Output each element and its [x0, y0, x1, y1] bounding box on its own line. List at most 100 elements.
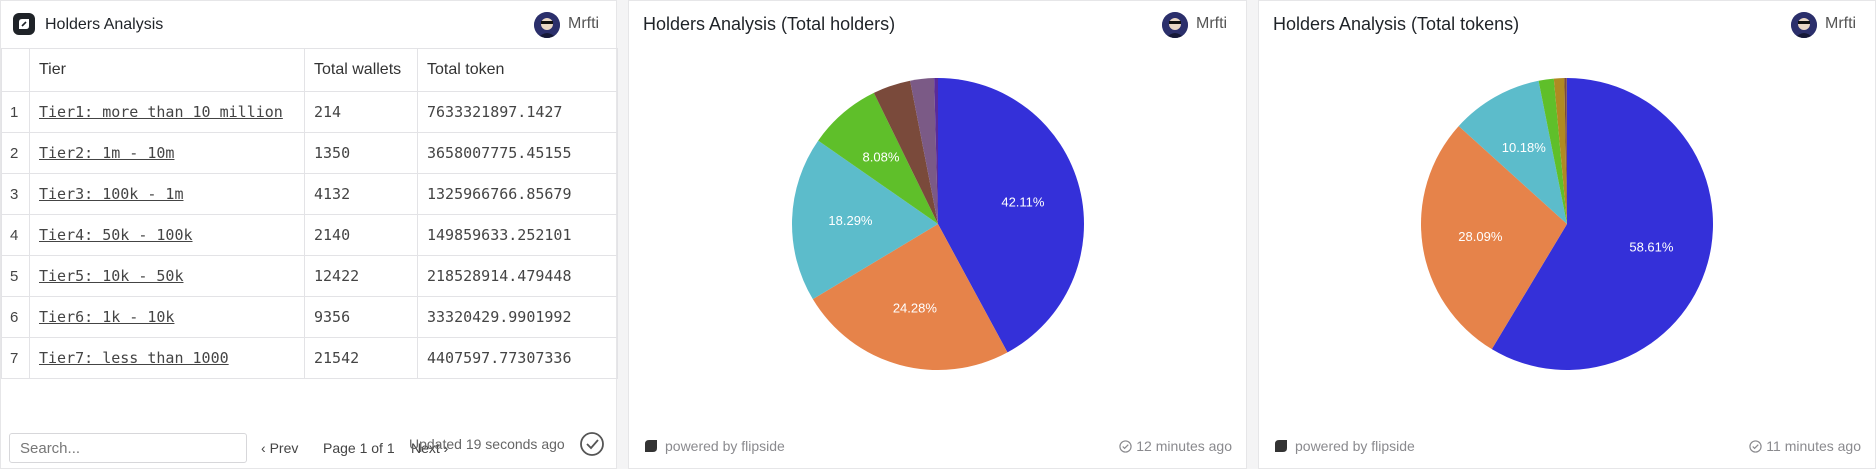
powered-by-label: powered by flipside [1295, 438, 1415, 454]
tokens-cell: 33320429.9901992 [417, 296, 618, 338]
user-avatar[interactable] [1791, 12, 1817, 38]
flipside-logo-icon [645, 440, 657, 452]
slice-label: 10.18% [1502, 140, 1547, 155]
total-tokens-card: Holders Analysis (Total tokens) Mrfti 58… [1258, 0, 1876, 469]
holders-table-card: Holders Analysis Mrfti Tier Total wallet… [0, 0, 618, 469]
flipside-logo-icon [13, 13, 35, 35]
slice-label: 28.09% [1458, 229, 1503, 244]
tier-link[interactable]: Tier3: 100k - 1m [39, 185, 184, 203]
table-row: 1 Tier1: more than 10 million 214 763332… [1, 91, 618, 133]
card-header: Holders Analysis Mrfti [1, 1, 616, 47]
tier-link[interactable]: Tier6: 1k - 10k [39, 308, 175, 326]
wallets-cell: 4132 [304, 173, 418, 215]
card-title: Holders Analysis (Total tokens) [1273, 14, 1520, 34]
card-title: Holders Analysis (Total holders) [643, 14, 896, 34]
card-title: Holders Analysis [45, 16, 164, 33]
pie-slice[interactable] [1553, 78, 1567, 225]
row-index: 5 [1, 255, 30, 297]
tokens-cell: 1325966766.85679 [417, 173, 618, 215]
tokens-cell: 149859633.252101 [417, 214, 618, 256]
pie-slice[interactable] [934, 78, 938, 224]
chevron-right-icon: › [439, 440, 449, 456]
pie-slice[interactable] [1421, 126, 1567, 350]
pie-slice[interactable] [873, 80, 938, 224]
pie-slice[interactable] [1564, 78, 1567, 224]
pie-slice[interactable] [1458, 80, 1567, 224]
slice-label: 18.29% [828, 213, 873, 228]
table-row: 7 Tier7: less than 1000 21542 4407597.77… [1, 337, 618, 379]
wallets-cell: 21542 [304, 337, 418, 379]
tokens-cell: 7633321897.1427 [417, 91, 618, 133]
wallets-cell: 2140 [304, 214, 418, 256]
pie-slice[interactable] [812, 224, 1008, 370]
tier-link[interactable]: Tier1: more than 10 million [39, 103, 283, 121]
prev-label: Prev [269, 440, 299, 456]
tier-link[interactable]: Tier5: 10k - 50k [39, 267, 184, 285]
row-index: 7 [1, 337, 30, 379]
tokens-cell: 4407597.77307336 [417, 337, 618, 379]
total-holders-card: Holders Analysis (Total holders) Mrfti 4… [628, 0, 1247, 469]
slice-label: 24.28% [893, 300, 938, 315]
pie-slice[interactable] [1491, 78, 1713, 371]
card-footer: powered by flipside 12 minutes ago [629, 428, 1246, 468]
username[interactable]: Mrfti [568, 15, 600, 32]
prev-button[interactable]: ‹ Prev [261, 440, 298, 456]
holders-table: Tier Total wallets Total token 1 Tier1: … [1, 48, 618, 379]
next-label: Next [411, 440, 440, 456]
card-header: Holders Analysis (Total tokens) Mrfti [1259, 1, 1875, 47]
updated-status: Updated 19 seconds ago [409, 436, 565, 452]
flipside-logo-icon [1275, 440, 1287, 452]
column-header-tier[interactable]: Tier [29, 48, 305, 92]
holders-pie-chart: 42.11% 24.28% 18.29% 8.08% [792, 78, 1084, 370]
username[interactable]: Mrfti [1825, 15, 1857, 32]
tier-link[interactable]: Tier7: less than 1000 [39, 349, 229, 367]
index-header [1, 48, 30, 92]
wallets-cell: 214 [304, 91, 418, 133]
tokens-cell: 3658007775.45155 [417, 132, 618, 174]
table-row: 5 Tier5: 10k - 50k 12422 218528914.47944… [1, 255, 618, 297]
slice-label: 42.11% [1001, 195, 1045, 210]
table-header-row: Tier Total wallets Total token [1, 48, 618, 92]
card-header: Holders Analysis (Total holders) Mrfti [629, 1, 1246, 47]
updated-ago-label: 12 minutes ago [1136, 438, 1232, 454]
table-row: 2 Tier2: 1m - 10m 1350 3658007775.45155 [1, 132, 618, 174]
table-row: 4 Tier4: 50k - 100k 2140 149859633.25210… [1, 214, 618, 256]
row-index: 4 [1, 214, 30, 256]
search-input[interactable] [9, 433, 247, 463]
next-button[interactable]: Next › [411, 440, 448, 456]
column-header-total-token[interactable]: Total token [417, 48, 618, 92]
slice-label: 58.61% [1629, 239, 1674, 254]
row-index: 2 [1, 132, 30, 174]
pie-slice[interactable] [938, 78, 1084, 353]
powered-by[interactable]: powered by flipside [1273, 438, 1415, 454]
powered-by[interactable]: powered by flipside [643, 438, 785, 454]
pie-slice[interactable] [1538, 78, 1567, 224]
user-avatar[interactable] [534, 12, 560, 38]
check-circle-icon [1119, 439, 1132, 453]
row-index: 3 [1, 173, 30, 215]
tier-link[interactable]: Tier4: 50k - 100k [39, 226, 193, 244]
slice-label: 8.08% [863, 149, 900, 164]
wallets-cell: 12422 [304, 255, 418, 297]
user-avatar[interactable] [1162, 12, 1188, 38]
card-footer: powered by flipside 11 minutes ago [1259, 428, 1875, 468]
updated-ago: 12 minutes ago [1119, 438, 1232, 454]
table-footer: ‹ Prev Page 1 of 1 Next › Updated 19 sec… [1, 428, 616, 468]
refresh-check-icon[interactable] [578, 430, 606, 458]
username[interactable]: Mrfti [1196, 15, 1228, 32]
chevron-left-icon: ‹ [261, 440, 270, 456]
powered-by-label: powered by flipside [665, 438, 785, 454]
pie-slice[interactable] [792, 140, 938, 300]
check-circle-icon [1749, 439, 1762, 453]
page-indicator: Page 1 of 1 [323, 440, 395, 456]
pie-slice[interactable] [910, 78, 938, 224]
updated-ago: 11 minutes ago [1749, 438, 1861, 454]
wallets-cell: 1350 [304, 132, 418, 174]
table-row: 6 Tier6: 1k - 10k 9356 33320429.9901992 [1, 296, 618, 338]
tier-link[interactable]: Tier2: 1m - 10m [39, 144, 175, 162]
row-index: 6 [1, 296, 30, 338]
table-row: 3 Tier3: 100k - 1m 4132 1325966766.85679 [1, 173, 618, 215]
column-header-total-wallets[interactable]: Total wallets [304, 48, 418, 92]
pie-slice[interactable] [818, 92, 938, 224]
row-index: 1 [1, 91, 30, 133]
